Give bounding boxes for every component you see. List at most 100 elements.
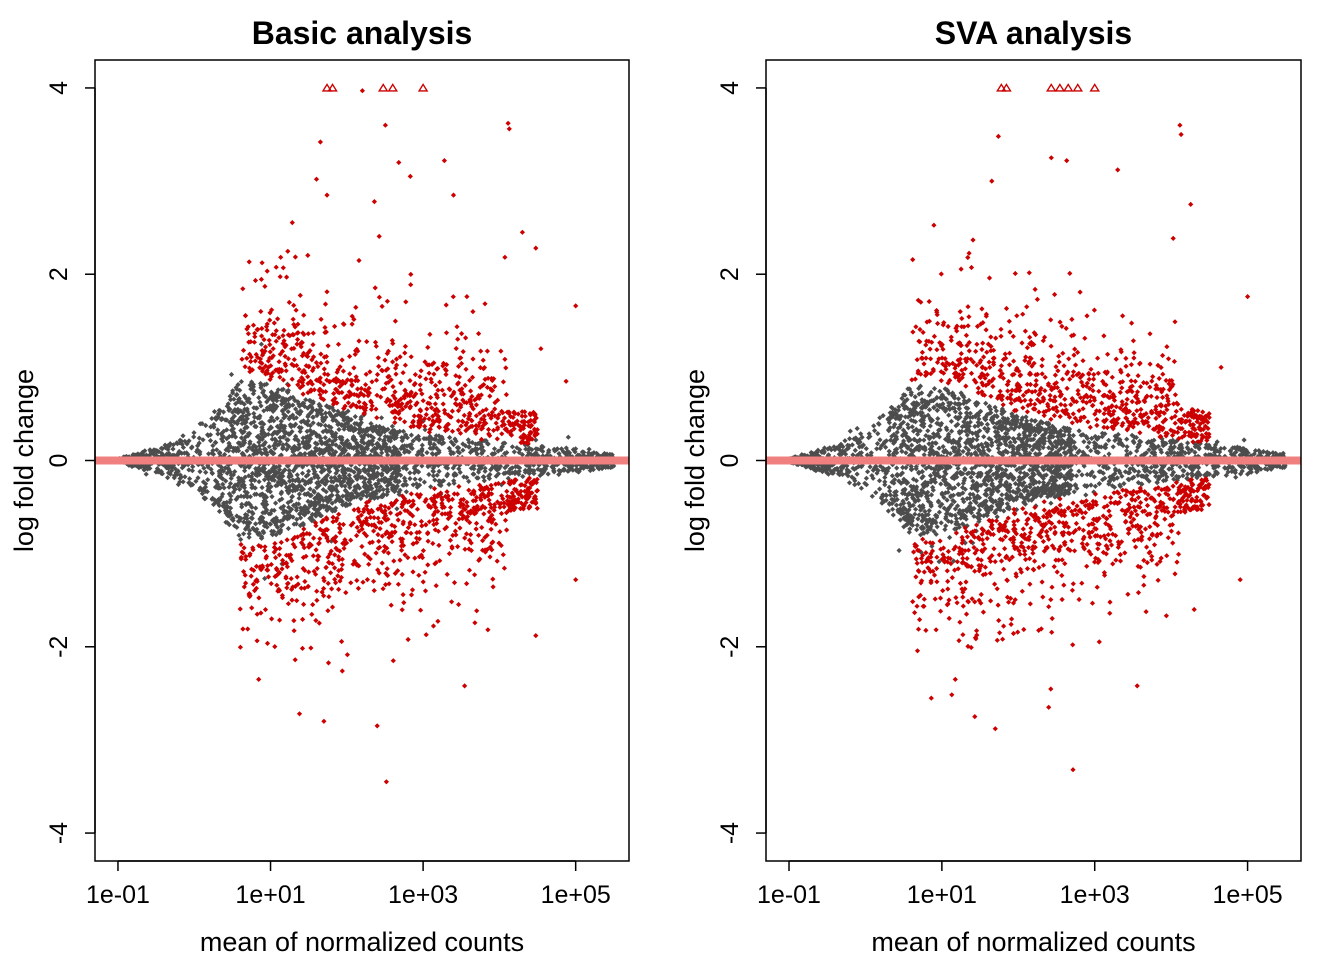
red-point bbox=[291, 302, 297, 308]
red-point bbox=[262, 348, 268, 354]
grey-point bbox=[241, 494, 247, 500]
red-point bbox=[269, 616, 275, 622]
grey-point bbox=[235, 483, 241, 489]
grey-point bbox=[368, 433, 374, 439]
grey-point bbox=[223, 478, 229, 484]
grey-point bbox=[281, 467, 287, 474]
red-point bbox=[278, 254, 284, 260]
grey-point bbox=[225, 462, 231, 468]
grey-point bbox=[388, 462, 394, 468]
red-point bbox=[423, 376, 429, 382]
red-point bbox=[435, 508, 441, 514]
grey-point bbox=[344, 496, 350, 502]
grey-point bbox=[491, 446, 498, 452]
grey-point bbox=[364, 440, 370, 447]
grey-point bbox=[400, 482, 406, 488]
grey-point bbox=[231, 419, 238, 425]
grey-point bbox=[325, 499, 331, 505]
red-point bbox=[419, 523, 425, 529]
grey-point bbox=[273, 403, 279, 409]
grey-point bbox=[229, 516, 235, 522]
grey-point bbox=[359, 444, 365, 450]
red-point bbox=[518, 488, 524, 494]
red-point bbox=[280, 333, 286, 339]
grey-point bbox=[363, 429, 369, 435]
grey-point bbox=[239, 450, 245, 457]
red-point bbox=[396, 411, 402, 417]
red-point bbox=[447, 509, 453, 516]
grey-point bbox=[264, 381, 270, 387]
grey-point bbox=[319, 463, 325, 469]
grey-point bbox=[337, 475, 343, 481]
grey-point bbox=[302, 509, 308, 515]
grey-point bbox=[295, 476, 301, 482]
red-point bbox=[271, 544, 277, 550]
red-point bbox=[252, 334, 258, 340]
grey-point bbox=[191, 430, 197, 436]
grey-point bbox=[195, 475, 201, 481]
red-point bbox=[418, 552, 424, 558]
grey-point bbox=[238, 536, 244, 543]
grey-point bbox=[273, 438, 279, 444]
red-point bbox=[525, 485, 531, 491]
grey-point bbox=[268, 424, 274, 430]
red-point bbox=[296, 366, 302, 372]
grey-point bbox=[182, 438, 188, 444]
grey-point bbox=[1124, 436, 1130, 442]
red-point bbox=[329, 586, 335, 592]
red-point bbox=[322, 301, 329, 307]
grey-point bbox=[310, 517, 316, 523]
grey-point bbox=[371, 425, 377, 431]
red-point bbox=[458, 360, 465, 367]
grey-point bbox=[372, 481, 378, 487]
red-point bbox=[402, 362, 408, 368]
red-point bbox=[456, 363, 462, 369]
red-point bbox=[238, 554, 244, 560]
red-point bbox=[496, 540, 502, 546]
red-point bbox=[484, 348, 490, 354]
grey-point bbox=[493, 473, 499, 479]
red-point bbox=[294, 598, 300, 604]
grey-point bbox=[221, 468, 227, 474]
red-point bbox=[457, 525, 463, 531]
grey-point bbox=[476, 469, 482, 475]
grey-point bbox=[341, 417, 347, 423]
red-point bbox=[416, 572, 422, 578]
red-point bbox=[390, 393, 396, 399]
grey-point bbox=[280, 473, 286, 479]
grey-point bbox=[269, 432, 275, 438]
red-point bbox=[366, 390, 373, 396]
red-point bbox=[449, 545, 455, 551]
red-point bbox=[387, 510, 394, 516]
red-point bbox=[382, 386, 388, 392]
red-point bbox=[464, 294, 470, 300]
red-point bbox=[456, 516, 462, 522]
grey-point bbox=[343, 439, 349, 445]
grey-point bbox=[397, 487, 403, 493]
red-point bbox=[392, 529, 398, 536]
grey-point bbox=[382, 479, 388, 485]
grey-point bbox=[319, 479, 325, 485]
grey-point bbox=[402, 443, 408, 449]
red-point bbox=[448, 504, 454, 511]
red-point bbox=[501, 415, 508, 421]
red-point bbox=[407, 511, 413, 517]
red-point bbox=[338, 566, 345, 572]
red-point bbox=[279, 348, 286, 354]
red-point bbox=[305, 390, 311, 396]
grey-point bbox=[955, 481, 961, 488]
red-point bbox=[357, 404, 363, 410]
grey-point bbox=[477, 440, 483, 446]
red-point bbox=[436, 424, 442, 430]
red-point bbox=[303, 363, 309, 369]
red-point bbox=[499, 408, 505, 414]
red-point bbox=[395, 404, 401, 410]
grey-point bbox=[240, 410, 246, 416]
grey-point bbox=[362, 481, 368, 487]
grey-point bbox=[320, 450, 326, 456]
grey-point bbox=[379, 494, 386, 500]
grey-point bbox=[457, 469, 463, 475]
red-point bbox=[348, 580, 354, 586]
grey-point bbox=[312, 503, 318, 509]
y-tick-label: -4 bbox=[45, 822, 73, 844]
